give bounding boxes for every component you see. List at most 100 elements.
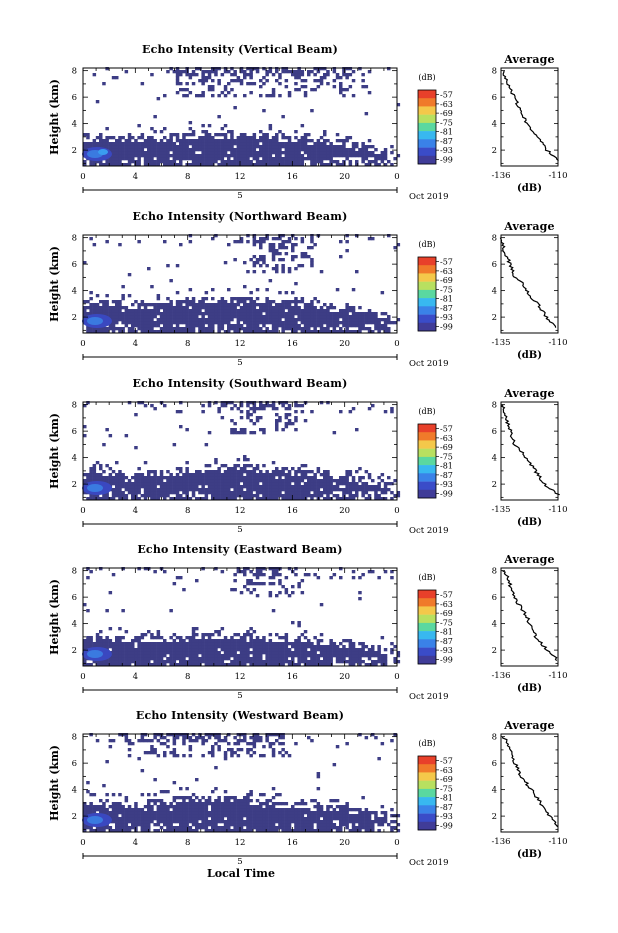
x-tick-label: 20 [339,339,350,349]
average-y-tick-label: 2 [492,646,497,656]
average-x-label: (dB) [517,517,542,528]
colorbar: (dB)-57-63-69-75-81-87-93-99 [418,739,453,830]
colorbar-segment [418,282,436,291]
average-x-tick-label: -110 [548,671,567,681]
colorbar-segment [418,639,436,648]
colorbar-tick-label: -75 [440,285,453,294]
x-tick-label: 20 [339,506,350,516]
strong-echo-patch [82,314,112,328]
day-label: 5 [237,525,242,535]
x-tick-label: 4 [133,672,138,682]
colorbar-tick-label: -57 [440,757,453,766]
x-tick-label: 0 [394,838,399,848]
y-tick-label: 8 [72,67,77,77]
average-x-tick-label: -136 [491,671,510,681]
colorbar-unit: (dB) [418,739,435,748]
colorbar-tick-label: -63 [440,766,453,775]
average-profile-line [503,737,558,827]
average-x-tick-label: -135 [491,338,510,348]
echo-field [83,401,400,500]
colorbar-tick-label: -63 [440,100,453,109]
average-y-tick-label: 4 [492,120,497,130]
colorbar-segment [418,257,436,266]
colorbar-tick-label: -63 [440,434,453,443]
colorbar: (dB)-57-63-69-75-81-87-93-99 [418,73,453,164]
colorbar-segment [418,606,436,615]
panel-title: Echo Intensity (Vertical Beam) [142,43,338,56]
colorbar-tick-label: -75 [440,452,453,461]
colorbar-segment [418,590,436,599]
colorbar-unit: (dB) [418,407,435,416]
colorbar-segment [418,440,436,449]
echo-field [83,234,400,333]
colorbar-segment [418,764,436,773]
average-y-tick-label: 4 [492,287,497,297]
average-y-tick-label: 4 [492,786,497,796]
average-y-tick-label: 2 [492,480,497,490]
colorbar-tick-label: -75 [440,618,453,627]
colorbar-tick-label: -81 [440,295,453,304]
average-x-label: (dB) [517,183,542,194]
colorbar-segment [418,290,436,299]
average-frame [501,235,558,333]
colorbar-tick-label: -93 [440,146,453,155]
colorbar-segment [418,797,436,806]
colorbar-segment [418,106,436,115]
colorbar-segment [418,273,436,282]
colorbar-segment [418,615,436,624]
y-axis-label: Height (km) [48,413,61,489]
x-tick-label: 4 [133,506,138,516]
y-tick-label: 4 [72,454,77,464]
average-y-tick-label: 8 [492,67,497,77]
average-x-tick-label: -135 [491,505,510,515]
colorbar-segment [418,598,436,607]
x-tick-label: 8 [185,672,190,682]
colorbar-tick-label: -87 [440,137,453,146]
average-x-tick-label: -110 [548,338,567,348]
colorbar-tick-label: -75 [440,784,453,793]
colorbar-segment [418,623,436,632]
colorbar-tick-label: -69 [440,609,453,618]
average-profile-line [500,238,555,328]
average-y-tick-label: 6 [492,427,497,437]
colorbar-tick-label: -57 [440,425,453,434]
y-tick-label: 4 [72,786,77,796]
colorbar-tick-label: -93 [440,812,453,821]
month-label: Oct 2019 [409,359,448,369]
average-x-label: (dB) [517,683,542,694]
average-title: Average [503,53,555,66]
average-y-tick-label: 4 [492,454,497,464]
colorbar-tick-label: -99 [440,655,453,664]
colorbar-unit: (dB) [418,73,435,82]
day-label: 5 [237,691,242,701]
strong-echo-patch [82,647,112,661]
colorbar-tick-label: -75 [440,118,453,127]
y-tick-label: 8 [72,234,77,244]
colorbar-segment [418,781,436,790]
x-tick-label: 20 [339,172,350,182]
x-tick-label: 4 [133,339,138,349]
average-y-tick-label: 6 [492,593,497,603]
strong-echo-patch [82,813,112,827]
colorbar-segment [418,306,436,315]
x-tick-label: 0 [394,672,399,682]
strong-echo-patch [82,481,112,495]
colorbar-segment [418,449,436,458]
y-tick-label: 6 [72,427,77,437]
average-y-tick-label: 2 [492,812,497,822]
colorbar-segment [418,115,436,124]
colorbar: (dB)-57-63-69-75-81-87-93-99 [418,240,453,331]
average-title: Average [503,719,555,732]
colorbar-segment [418,648,436,657]
month-label: Oct 2019 [409,692,448,702]
colorbar-tick-label: -87 [440,803,453,812]
x-tick-label: 0 [80,172,85,182]
colorbar-segment [418,473,436,482]
colorbar-unit: (dB) [418,573,435,582]
